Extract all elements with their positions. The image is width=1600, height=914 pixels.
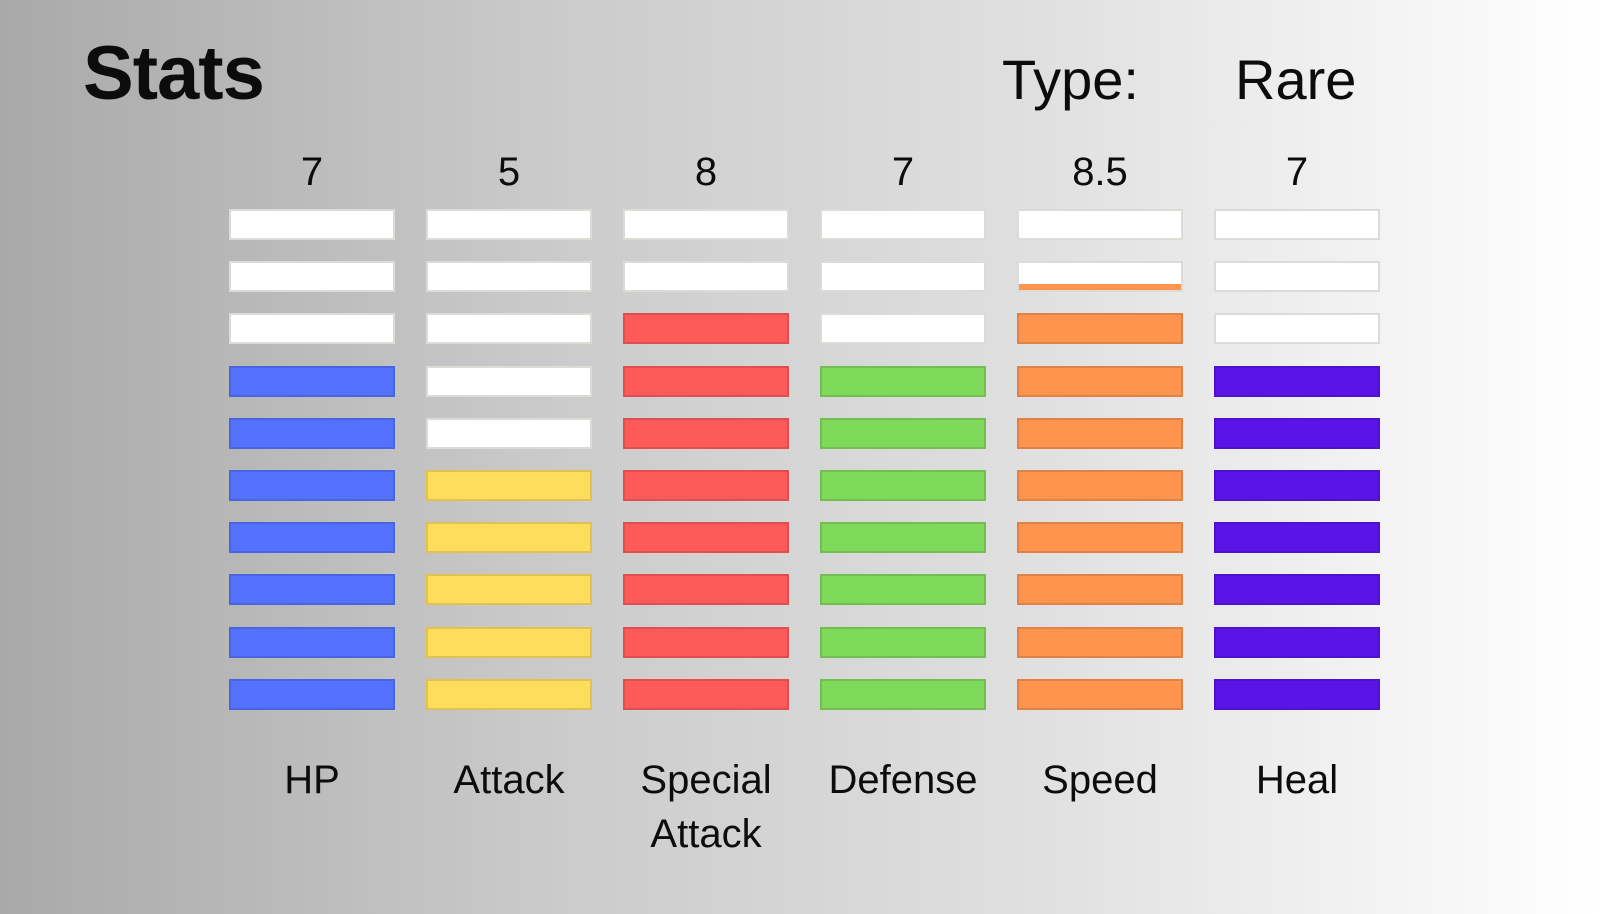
stat-bar-segment bbox=[229, 261, 395, 292]
stat-bar-partial-fill bbox=[1019, 284, 1181, 290]
stat-bar-segment bbox=[820, 574, 986, 605]
stat-bar-segment bbox=[426, 261, 592, 292]
stat-column-hp: 7 HP bbox=[229, 0, 395, 914]
stat-bar-segment bbox=[623, 522, 789, 553]
stat-bar-segment bbox=[623, 470, 789, 501]
stat-bar-segment bbox=[426, 522, 592, 553]
stat-bar-segment bbox=[229, 470, 395, 501]
stat-bar-segment bbox=[623, 418, 789, 449]
stat-bar-segment bbox=[229, 418, 395, 449]
stat-bar-segment bbox=[623, 574, 789, 605]
stat-bar-segment bbox=[1017, 418, 1183, 449]
stat-bar-segment bbox=[1017, 627, 1183, 658]
stat-bar-segment bbox=[1017, 209, 1183, 240]
stat-bar-segment bbox=[1017, 313, 1183, 344]
type-label: Type: bbox=[1002, 48, 1139, 111]
stat-bar-segment bbox=[623, 261, 789, 292]
stat-name: Heal bbox=[1255, 758, 1339, 802]
stat-name: Speed bbox=[1042, 758, 1158, 802]
stat-bar-segment bbox=[623, 313, 789, 344]
stat-value: 7 bbox=[891, 150, 915, 194]
stat-bar-segment bbox=[1214, 470, 1380, 501]
stat-bar-segment bbox=[1017, 261, 1183, 292]
stat-bar-segment bbox=[820, 261, 986, 292]
stat-bar-segment bbox=[1214, 313, 1380, 344]
stat-bar-segment bbox=[820, 627, 986, 658]
stat-value: 7 bbox=[1285, 150, 1309, 194]
stat-bar-segment bbox=[426, 627, 592, 658]
stat-bar-segment bbox=[1214, 209, 1380, 240]
stat-value: 8 bbox=[694, 150, 718, 194]
stat-bar-segment bbox=[1214, 522, 1380, 553]
stat-bar-segment bbox=[1214, 261, 1380, 292]
stat-name: Special Attack bbox=[640, 758, 772, 856]
stat-bar-segment bbox=[623, 209, 789, 240]
stat-bar-segment bbox=[1214, 418, 1380, 449]
stat-bar-segment bbox=[1214, 366, 1380, 397]
stat-column-special-attack: 8 Special Attack bbox=[623, 0, 789, 914]
stat-bar-segment bbox=[426, 574, 592, 605]
stat-bar-segment bbox=[426, 366, 592, 397]
stat-bar-segment bbox=[820, 209, 986, 240]
stat-bar-segment bbox=[623, 679, 789, 710]
stat-bar-segment bbox=[426, 418, 592, 449]
stat-column-heal: 7 Heal bbox=[1214, 0, 1380, 914]
type-value: Rare bbox=[1235, 48, 1357, 111]
stat-bar-segment bbox=[229, 679, 395, 710]
stat-bar-segment bbox=[229, 574, 395, 605]
stat-bar-segment bbox=[229, 522, 395, 553]
stat-bar-segment bbox=[1214, 574, 1380, 605]
stat-bar-segment bbox=[426, 470, 592, 501]
stat-bar-segment bbox=[820, 679, 986, 710]
stat-value: 7 bbox=[300, 150, 324, 194]
stat-bar-segment bbox=[1017, 574, 1183, 605]
stat-bar-segment bbox=[820, 366, 986, 397]
stat-bar-segment bbox=[1017, 470, 1183, 501]
stat-name: HP bbox=[284, 758, 340, 802]
stat-bar-segment bbox=[426, 209, 592, 240]
stat-column-attack: 5 Attack bbox=[426, 0, 592, 914]
stat-bar-segment bbox=[820, 418, 986, 449]
stat-bar-segment bbox=[1214, 679, 1380, 710]
stat-bar-segment bbox=[623, 366, 789, 397]
stat-bar-segment bbox=[820, 470, 986, 501]
page-title: Stats bbox=[83, 31, 265, 116]
stat-column-speed: 8.5 Speed bbox=[1017, 0, 1183, 914]
stat-value: 8.5 bbox=[1072, 150, 1128, 194]
stat-bar-segment bbox=[1017, 679, 1183, 710]
stat-bar-segment bbox=[229, 366, 395, 397]
stat-bar-segment bbox=[1017, 366, 1183, 397]
stat-bar-segment bbox=[426, 679, 592, 710]
stat-bar-segment bbox=[229, 313, 395, 344]
stat-bar-segment bbox=[623, 627, 789, 658]
stat-bar-segment bbox=[1017, 522, 1183, 553]
stat-bar-segment bbox=[229, 209, 395, 240]
stat-bar-segment bbox=[426, 313, 592, 344]
stat-name: Attack bbox=[453, 758, 565, 802]
stat-bar-segment bbox=[820, 522, 986, 553]
stat-bar-segment bbox=[820, 313, 986, 344]
stat-bar-segment bbox=[1214, 627, 1380, 658]
stat-bar-segment bbox=[229, 627, 395, 658]
stat-value: 5 bbox=[497, 150, 521, 194]
stat-name: Defense bbox=[828, 758, 978, 802]
stat-column-defense: 7 Defense bbox=[820, 0, 986, 914]
